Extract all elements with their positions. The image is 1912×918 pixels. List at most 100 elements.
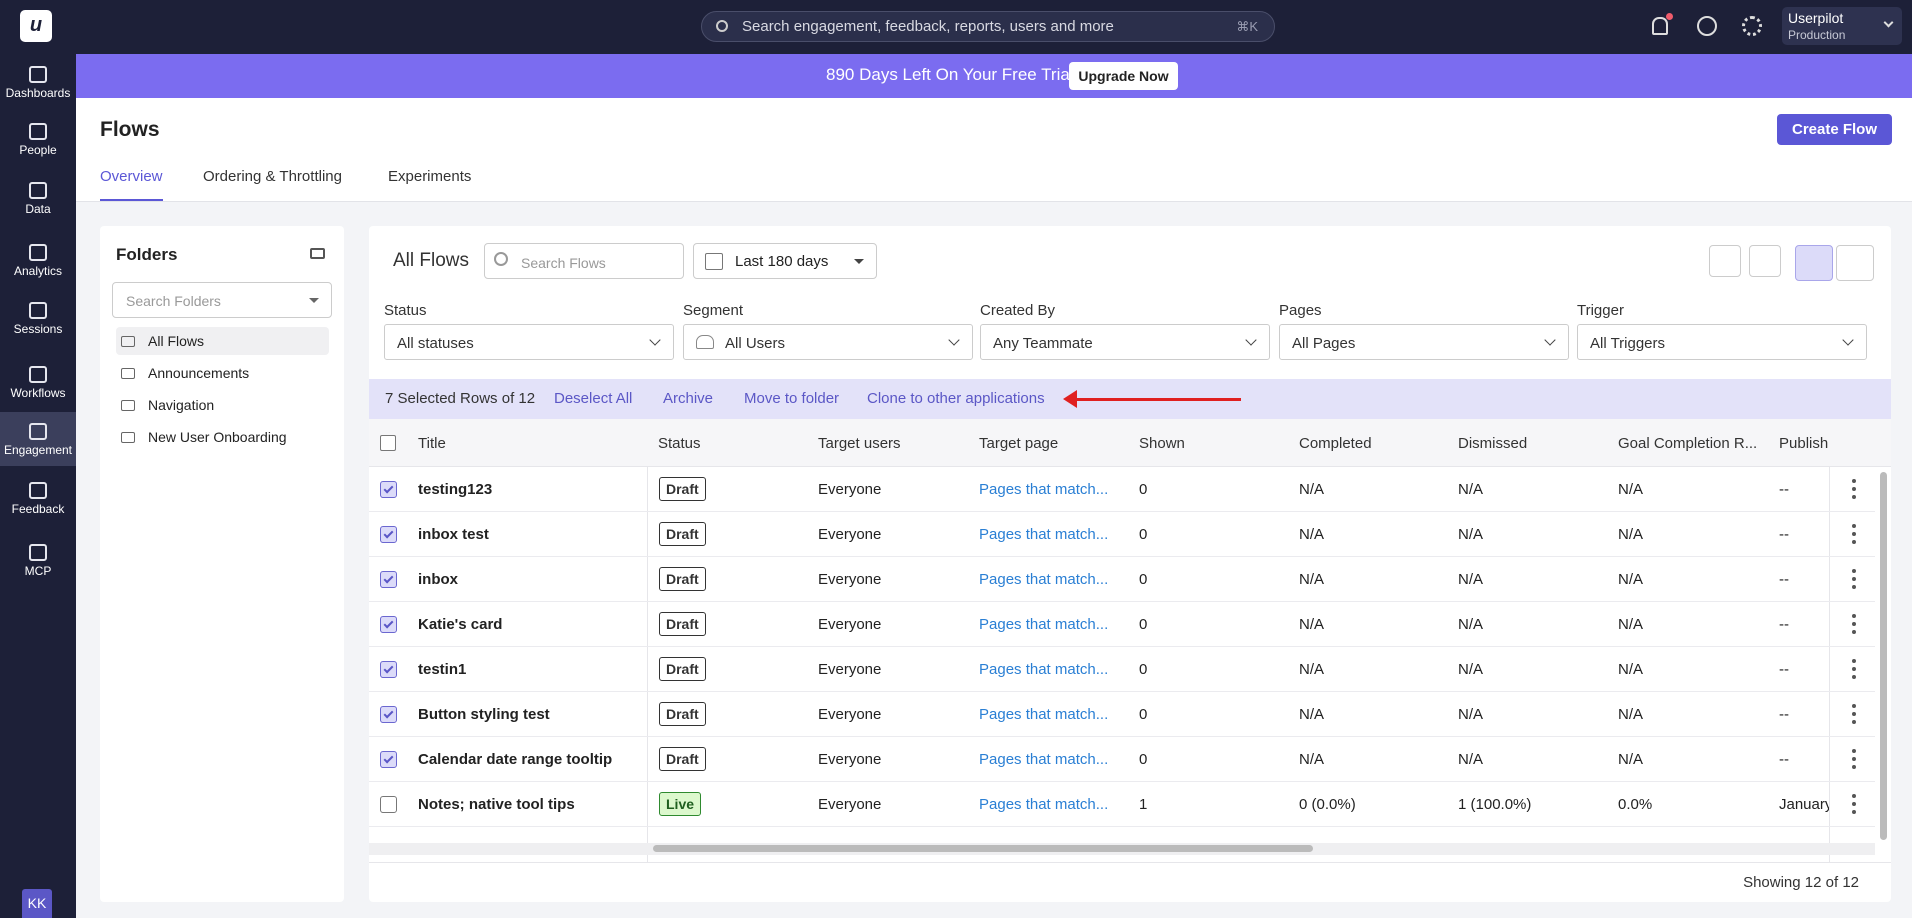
filter-dropdown[interactable]: All Triggers: [1577, 324, 1867, 360]
table-row: [369, 782, 1875, 827]
row-checkbox[interactable]: [380, 751, 397, 768]
table-cell: Everyone: [818, 661, 882, 678]
table-cell[interactable]: Katie's card: [418, 616, 503, 633]
row-menu[interactable]: [1852, 569, 1856, 589]
row-menu[interactable]: [1852, 794, 1856, 814]
settings-icon[interactable]: [1742, 16, 1762, 36]
status-badge: Draft: [659, 657, 706, 681]
toolbar-button[interactable]: [1709, 245, 1741, 277]
target-page-link[interactable]: Pages that match...: [979, 796, 1109, 813]
toolbar-button[interactable]: [1749, 245, 1781, 277]
target-page-link[interactable]: Pages that match...: [979, 706, 1109, 723]
filter-value: All Triggers: [1590, 335, 1666, 352]
sidebar-item[interactable]: Data: [25, 202, 51, 216]
column-header[interactable]: Shown: [1139, 435, 1185, 452]
help-icon[interactable]: [1697, 16, 1717, 36]
new-folder-icon[interactable]: [310, 248, 325, 259]
row-checkbox[interactable]: [380, 706, 397, 723]
row-checkbox[interactable]: [380, 661, 397, 678]
row-menu[interactable]: [1852, 614, 1856, 634]
table-cell[interactable]: testing123: [418, 481, 493, 498]
table-cell: January: [1779, 796, 1829, 813]
filter-dropdown[interactable]: All Pages: [1279, 324, 1569, 360]
folder-icon: [121, 368, 135, 379]
flow-search[interactable]: Search Flows: [484, 243, 684, 279]
folder-search[interactable]: Search Folders: [112, 282, 332, 318]
row-menu[interactable]: [1852, 704, 1856, 724]
column-header[interactable]: Goal Completion R...: [1618, 435, 1758, 452]
toolbar-button[interactable]: [1836, 245, 1874, 281]
column-header[interactable]: Completed: [1299, 435, 1372, 452]
row-menu[interactable]: [1852, 479, 1856, 499]
table-cell: 0 (0.0%): [1299, 796, 1356, 813]
tab[interactable]: Experiments: [388, 168, 472, 185]
column-header[interactable]: Dismissed: [1458, 435, 1528, 452]
sidebar-item[interactable]: MCP: [24, 564, 52, 578]
upgrade-button[interactable]: Upgrade Now: [1069, 62, 1178, 90]
row-menu[interactable]: [1852, 524, 1856, 544]
main-panel: All Flows Search Flows Last 180 days Status…: [369, 226, 1891, 902]
table-cell: Everyone: [818, 796, 882, 813]
notifications-icon[interactable]: [1652, 17, 1668, 35]
chevron: [1842, 334, 1854, 346]
folder-item[interactable]: New User Onboarding: [148, 429, 287, 445]
date-picker[interactable]: Last 180 days: [693, 243, 877, 279]
row-checkbox[interactable]: [380, 616, 397, 633]
create-flow-button[interactable]: Create Flow: [1777, 114, 1892, 145]
target-page-link[interactable]: Pages that match...: [979, 751, 1109, 768]
account-switcher[interactable]: Userpilot Production: [1782, 7, 1902, 45]
selection-action[interactable]: Archive: [663, 390, 714, 407]
sidebar-item[interactable]: Sessions: [13, 322, 63, 336]
sidebar-item[interactable]: Dashboards: [5, 86, 71, 100]
row-checkbox[interactable]: [380, 571, 397, 588]
target-page-link[interactable]: Pages that match...: [979, 571, 1109, 588]
sidebar-icon: [29, 182, 47, 199]
table-cell: --: [1779, 661, 1789, 678]
target-page-link[interactable]: Pages that match...: [979, 481, 1109, 498]
avatar[interactable]: KK: [22, 889, 52, 918]
filter-label: Segment: [683, 302, 744, 319]
table-cell[interactable]: Notes; native tool tips: [418, 796, 575, 813]
sidebar-item[interactable]: Workflows: [10, 386, 66, 400]
target-page-link[interactable]: Pages that match...: [979, 616, 1109, 633]
caret: [854, 259, 864, 269]
table-cell[interactable]: inbox: [418, 571, 458, 588]
toolbar-button[interactable]: [1795, 245, 1833, 281]
row-checkbox[interactable]: [380, 481, 397, 498]
filter-dropdown[interactable]: Any Teammate: [980, 324, 1270, 360]
folder-item[interactable]: All Flows: [148, 333, 205, 349]
logo[interactable]: u: [20, 10, 52, 42]
sidebar-item[interactable]: Feedback: [11, 502, 65, 516]
target-page-link[interactable]: Pages that match...: [979, 526, 1109, 543]
table-cell[interactable]: inbox test: [418, 526, 489, 543]
table-cell[interactable]: testin1: [418, 661, 467, 678]
table-cell[interactable]: Button styling test: [418, 706, 550, 723]
target-page-link[interactable]: Pages that match...: [979, 661, 1109, 678]
table-cell: 0: [1139, 616, 1148, 633]
column-header[interactable]: Title: [418, 435, 446, 452]
filter-dropdown[interactable]: All statuses: [384, 324, 674, 360]
row-menu[interactable]: [1852, 659, 1856, 679]
table-cell: --: [1779, 751, 1789, 768]
sidebar-item[interactable]: Analytics: [13, 264, 63, 278]
sidebar-item[interactable]: People: [19, 143, 57, 157]
selection-action[interactable]: Clone to other applications: [867, 390, 1045, 407]
row-menu[interactable]: [1852, 749, 1856, 769]
column-header[interactable]: Publish: [1779, 435, 1829, 452]
folder-item[interactable]: Announcements: [148, 365, 250, 381]
folder-item[interactable]: Navigation: [148, 397, 215, 413]
row-checkbox[interactable]: [380, 526, 397, 543]
header-checkbox[interactable]: [380, 435, 396, 451]
column-header[interactable]: Target users: [818, 435, 901, 452]
filter-dropdown[interactable]: All Users: [683, 324, 973, 360]
tab[interactable]: Overview: [100, 168, 163, 185]
global-search[interactable]: Search engagement, feedback, reports, us…: [701, 11, 1275, 42]
row-checkbox[interactable]: [380, 796, 397, 813]
selection-action[interactable]: Deselect All: [554, 390, 633, 407]
selection-action[interactable]: Move to folder: [744, 390, 840, 407]
column-header[interactable]: Status: [658, 435, 701, 452]
sidebar-item[interactable]: Engagement: [3, 443, 73, 457]
table-cell[interactable]: Calendar date range tooltip: [418, 751, 613, 768]
tab[interactable]: Ordering & Throttling: [203, 168, 342, 185]
column-header[interactable]: Target page: [979, 435, 1059, 452]
